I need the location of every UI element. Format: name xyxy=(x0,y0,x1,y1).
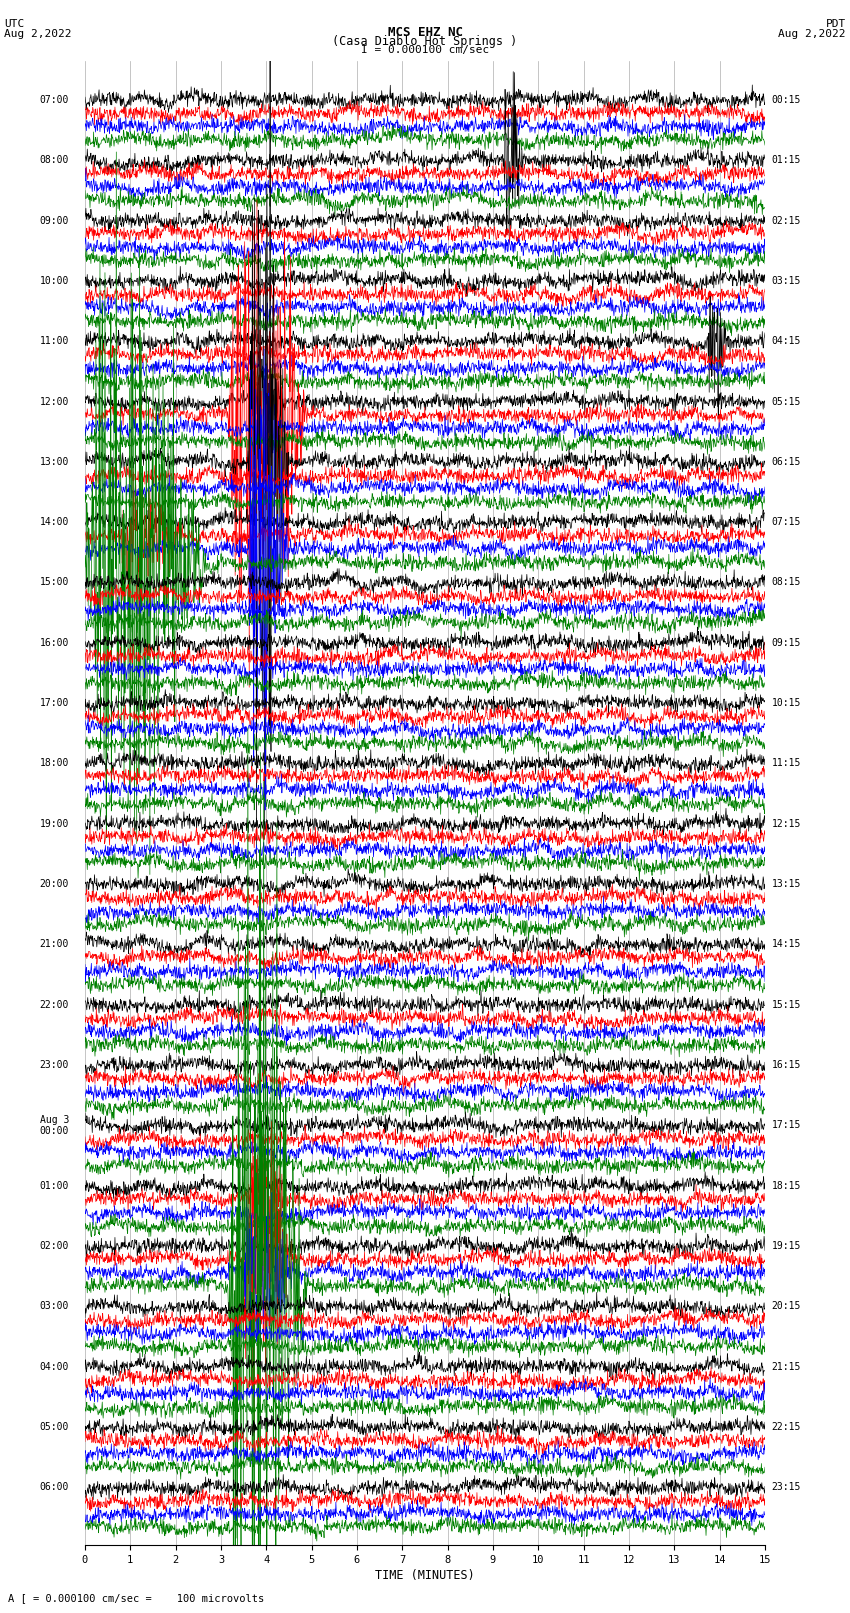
Text: A [ = 0.000100 cm/sec =    100 microvolts: A [ = 0.000100 cm/sec = 100 microvolts xyxy=(8,1594,264,1603)
Text: 14:00: 14:00 xyxy=(40,518,69,527)
Text: 10:15: 10:15 xyxy=(772,698,802,708)
Text: 20:00: 20:00 xyxy=(40,879,69,889)
Text: Aug 2,2022: Aug 2,2022 xyxy=(779,29,846,39)
X-axis label: TIME (MINUTES): TIME (MINUTES) xyxy=(375,1569,475,1582)
Text: I = 0.000100 cm/sec: I = 0.000100 cm/sec xyxy=(361,45,489,55)
Text: 22:00: 22:00 xyxy=(40,1000,69,1010)
Text: 08:00: 08:00 xyxy=(40,155,69,165)
Text: 03:15: 03:15 xyxy=(772,276,802,286)
Text: 23:00: 23:00 xyxy=(40,1060,69,1069)
Text: 07:15: 07:15 xyxy=(772,518,802,527)
Text: 20:15: 20:15 xyxy=(772,1302,802,1311)
Text: 09:15: 09:15 xyxy=(772,637,802,648)
Text: MCS EHZ NC: MCS EHZ NC xyxy=(388,26,462,39)
Text: 23:15: 23:15 xyxy=(772,1482,802,1492)
Text: 10:00: 10:00 xyxy=(40,276,69,286)
Text: 18:15: 18:15 xyxy=(772,1181,802,1190)
Text: 21:00: 21:00 xyxy=(40,939,69,950)
Text: 02:15: 02:15 xyxy=(772,216,802,226)
Text: Aug 3
00:00: Aug 3 00:00 xyxy=(40,1115,69,1136)
Text: 15:00: 15:00 xyxy=(40,577,69,587)
Text: 21:15: 21:15 xyxy=(772,1361,802,1371)
Text: 02:00: 02:00 xyxy=(40,1240,69,1252)
Text: Aug 2,2022: Aug 2,2022 xyxy=(4,29,71,39)
Text: 18:00: 18:00 xyxy=(40,758,69,768)
Text: 19:00: 19:00 xyxy=(40,819,69,829)
Text: (Casa Diablo Hot Springs ): (Casa Diablo Hot Springs ) xyxy=(332,35,518,48)
Text: 06:15: 06:15 xyxy=(772,456,802,466)
Text: 05:00: 05:00 xyxy=(40,1423,69,1432)
Text: UTC: UTC xyxy=(4,19,25,29)
Text: 11:00: 11:00 xyxy=(40,336,69,347)
Text: 04:15: 04:15 xyxy=(772,336,802,347)
Text: 01:15: 01:15 xyxy=(772,155,802,165)
Text: 14:15: 14:15 xyxy=(772,939,802,950)
Text: 22:15: 22:15 xyxy=(772,1423,802,1432)
Text: PDT: PDT xyxy=(825,19,846,29)
Text: 04:00: 04:00 xyxy=(40,1361,69,1371)
Text: 13:15: 13:15 xyxy=(772,879,802,889)
Text: 01:00: 01:00 xyxy=(40,1181,69,1190)
Text: 00:15: 00:15 xyxy=(772,95,802,105)
Text: 12:15: 12:15 xyxy=(772,819,802,829)
Text: 19:15: 19:15 xyxy=(772,1240,802,1252)
Text: 05:15: 05:15 xyxy=(772,397,802,406)
Text: 16:15: 16:15 xyxy=(772,1060,802,1069)
Text: 16:00: 16:00 xyxy=(40,637,69,648)
Text: 13:00: 13:00 xyxy=(40,456,69,466)
Text: 03:00: 03:00 xyxy=(40,1302,69,1311)
Text: 17:00: 17:00 xyxy=(40,698,69,708)
Text: 06:00: 06:00 xyxy=(40,1482,69,1492)
Text: 15:15: 15:15 xyxy=(772,1000,802,1010)
Text: 12:00: 12:00 xyxy=(40,397,69,406)
Text: 17:15: 17:15 xyxy=(772,1121,802,1131)
Text: 11:15: 11:15 xyxy=(772,758,802,768)
Text: 08:15: 08:15 xyxy=(772,577,802,587)
Text: 09:00: 09:00 xyxy=(40,216,69,226)
Text: 07:00: 07:00 xyxy=(40,95,69,105)
